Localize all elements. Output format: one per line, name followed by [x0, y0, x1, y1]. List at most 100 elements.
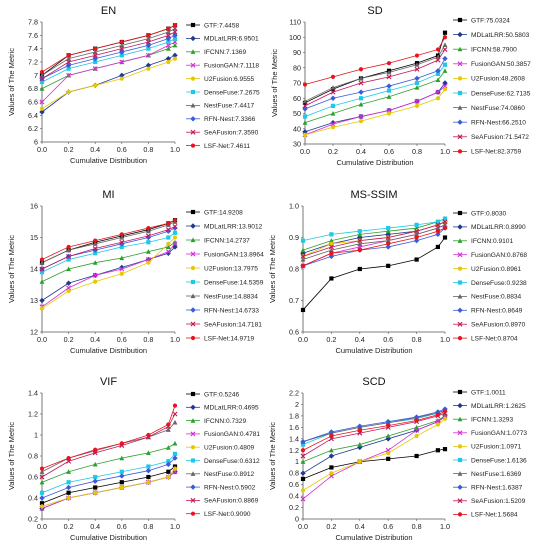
- legend-marker: [457, 17, 463, 23]
- legend: GTF:0.8030 MDLatLRR:0.8990 IFCNN:0.9101 Fus…: [453, 210, 527, 342]
- y-tick-label: 16: [30, 202, 38, 211]
- y-tick-label: 6.6: [28, 98, 38, 107]
- data-point-densefuse: [93, 59, 98, 65]
- series-mdlatlrr: [302, 80, 448, 135]
- legend-entry: GTF:7.4458: [204, 22, 240, 29]
- data-point-rfn-nest: [92, 55, 98, 62]
- data-point-seafusion: [145, 39, 151, 45]
- data-point-fusiongan: [66, 72, 72, 78]
- legend-entry: NestFuse:0.8834: [471, 294, 522, 301]
- data-point-nestfuse: [172, 419, 178, 425]
- legend-marker: [190, 129, 196, 135]
- y-tick-label: 60: [293, 94, 301, 103]
- y-tick-label: 1.4: [28, 389, 38, 398]
- x-tick-label: 0.0: [37, 335, 47, 344]
- series-line-fusiongan: [302, 416, 446, 500]
- data-point-mdlatlrr: [65, 280, 72, 286]
- data-point-seafusion: [442, 46, 448, 52]
- y-tick-label: 0.8: [289, 469, 299, 478]
- data-point-rfn-nest: [413, 414, 420, 420]
- legend-marker: [457, 389, 463, 395]
- data-point-densefuse: [146, 46, 151, 51]
- data-point-lsf-net: [329, 433, 334, 439]
- data-point-seafusion: [300, 453, 306, 459]
- data-point-nestfuse: [329, 247, 334, 253]
- series-rfn-nest: [39, 455, 178, 501]
- data-point-seafusion: [145, 233, 151, 239]
- data-point-gtf: [119, 480, 124, 485]
- data-point-nestfuse: [414, 62, 420, 67]
- legend-entry: LSF-Net:14.9719: [204, 335, 255, 342]
- legend-marker: [190, 307, 196, 313]
- series-u2fusion: [300, 416, 448, 493]
- data-point-densefuse: [39, 270, 45, 275]
- legend-marker: [457, 498, 463, 504]
- data-point-gtf: [329, 465, 334, 470]
- series-line-ifcnn: [302, 415, 446, 463]
- y-tick-label: 7: [34, 71, 38, 80]
- legend-marker: [190, 293, 196, 299]
- legend-marker: [457, 307, 463, 313]
- legend-marker: [457, 471, 463, 476]
- y-tick-label: 0.4: [289, 492, 299, 501]
- legend-entry: LSF-Net:7.4611: [204, 143, 250, 150]
- data-point-ifcnn: [165, 445, 171, 450]
- legend-marker: [190, 143, 196, 148]
- data-point-gtf: [166, 469, 171, 474]
- y-axis-label: Values of The Metric: [7, 422, 16, 490]
- x-tick-label: 0.0: [37, 145, 47, 154]
- data-point-u2fusion: [66, 495, 71, 501]
- x-tick-label: 0.8: [412, 522, 422, 531]
- data-point-seafusion: [172, 29, 178, 35]
- data-point-densefuse: [39, 79, 45, 85]
- panel-scd: SCD 0 0.2 0.4 0.6 0.8 1 1.2 1.4 1.6 1.8 2 2.2 0.0 0.2 0…: [268, 376, 527, 542]
- data-point-u2fusion: [300, 488, 306, 493]
- data-point-densefuse: [119, 53, 124, 58]
- legend-entry: MDLatLRR:0.8990: [471, 224, 526, 231]
- data-point-lsf-net: [146, 225, 151, 231]
- data-point-gtf: [329, 276, 334, 281]
- data-point-lsf-net: [435, 229, 440, 234]
- legend-entry: GTF:0.8030: [471, 210, 507, 217]
- y-tick-label: 0: [295, 515, 299, 524]
- data-point-rfn-nest: [413, 237, 420, 244]
- data-point-nestfuse: [385, 238, 391, 243]
- series-seafusion: [39, 411, 178, 480]
- x-axis-label: Cumulative Distribution: [336, 158, 413, 167]
- legend-marker: [190, 265, 196, 271]
- data-point-ifcnn: [39, 279, 45, 284]
- data-point-seafusion: [165, 32, 171, 38]
- series-densefuse: [39, 230, 178, 275]
- data-point-lsf-net: [302, 82, 308, 87]
- legend-marker: [190, 404, 196, 410]
- y-tick-label: 0.2: [28, 515, 38, 524]
- data-point-seafusion: [66, 458, 72, 464]
- y-tick-label: 90: [293, 48, 301, 57]
- legend-entry: DenseFuse:1.6136: [471, 457, 527, 464]
- data-point-u2fusion: [386, 111, 392, 116]
- y-tick-label: 7.6: [28, 31, 38, 40]
- series-u2fusion: [39, 466, 178, 509]
- series-line-seafusion: [302, 221, 446, 257]
- data-point-seafusion: [172, 223, 178, 229]
- legend-marker: [190, 431, 196, 437]
- data-point-seafusion: [119, 46, 125, 52]
- x-tick-label: 0.0: [37, 522, 47, 531]
- y-tick-label: 110: [290, 18, 301, 27]
- legend-marker: [457, 484, 463, 490]
- data-point-lsf-net: [93, 46, 98, 51]
- series-line-ifcnn: [41, 241, 176, 282]
- y-tick-label: 6.4: [28, 111, 38, 120]
- x-tick-label: 0.6: [117, 145, 127, 154]
- data-point-rfn-nest: [39, 495, 45, 501]
- data-point-densefuse: [300, 442, 306, 447]
- data-point-densefuse: [330, 103, 336, 108]
- data-point-lsf-net: [66, 53, 71, 58]
- series-nestfuse: [39, 26, 178, 78]
- data-point-gtf: [386, 263, 391, 268]
- legend-entry: SeAFusion:14.7181: [204, 321, 262, 328]
- y-tick-label: 0.9: [289, 233, 299, 242]
- data-point-lsf-net: [414, 235, 419, 240]
- data-point-u2fusion: [302, 132, 308, 137]
- legend-marker: [457, 293, 463, 299]
